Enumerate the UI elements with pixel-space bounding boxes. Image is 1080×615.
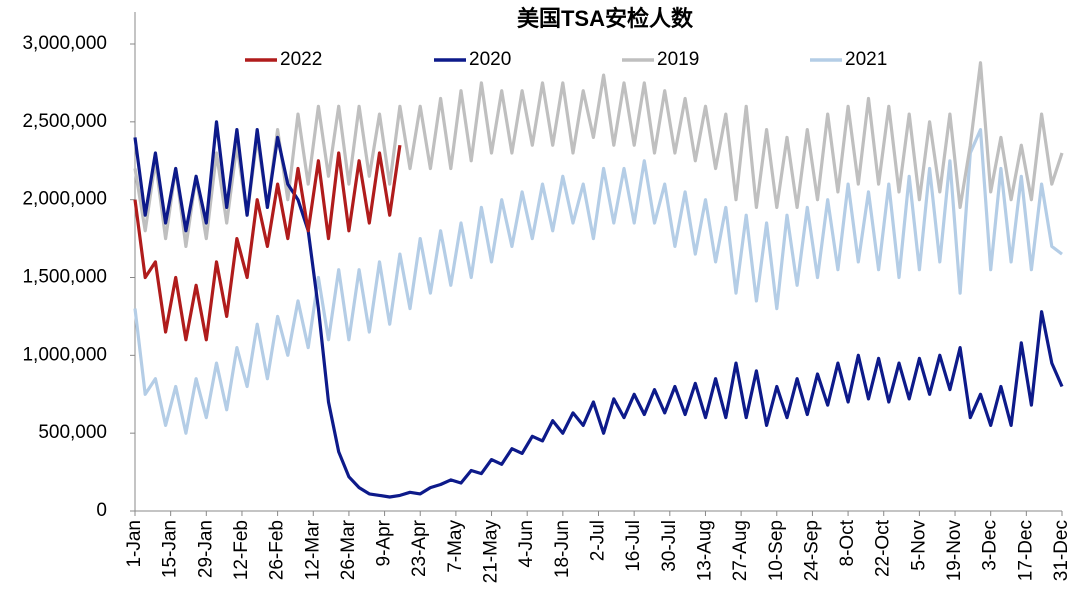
y-tick-label: 3,000,000 xyxy=(22,33,107,54)
x-tick-label: 10-Sep xyxy=(766,520,787,581)
y-tick-label: 500,000 xyxy=(38,422,107,443)
y-tick-label: 1,000,000 xyxy=(22,344,107,365)
legend-label: 2022 xyxy=(280,49,322,70)
x-tick-label: 24-Sep xyxy=(801,520,822,581)
x-tick-label: 8-Oct xyxy=(837,519,858,566)
legend-label: 2021 xyxy=(845,49,887,70)
legend-label: 2019 xyxy=(657,49,699,70)
x-tick-label: 12-Mar xyxy=(302,519,323,580)
x-tick-label: 18-Jun xyxy=(552,520,573,578)
x-tick-label: 3-Dec xyxy=(980,520,1001,571)
series-line xyxy=(133,120,1064,499)
legend-label: 2020 xyxy=(469,49,511,70)
x-tick-label: 2-Jul xyxy=(588,520,609,561)
y-tick-label: 2,500,000 xyxy=(22,111,107,132)
x-tick-label: 22-Oct xyxy=(873,519,894,577)
series-line xyxy=(133,144,402,342)
x-tick-label: 21-May xyxy=(481,520,502,584)
x-tick-label: 9-Apr xyxy=(374,519,395,566)
x-tick-label: 26-Feb xyxy=(267,520,288,580)
x-tick-label: 27-Aug xyxy=(730,520,751,581)
x-tick-label: 12-Feb xyxy=(231,520,252,580)
x-tick-label: 1-Jan xyxy=(124,520,145,568)
chart-title: 美国TSA安检人数 xyxy=(517,6,694,31)
x-tick-label: 4-Jun xyxy=(516,520,537,568)
x-tick-label: 13-Aug xyxy=(694,520,715,581)
y-tick-label: 2,000,000 xyxy=(22,189,107,210)
x-tick-label: 31-Dec xyxy=(1051,520,1072,581)
x-tick-label: 5-Nov xyxy=(908,520,929,571)
y-tick-label: 1,500,000 xyxy=(22,267,107,288)
y-tick-label: 0 xyxy=(96,500,107,521)
x-tick-label: 29-Jan xyxy=(195,520,216,578)
x-tick-label: 26-Mar xyxy=(338,519,359,580)
series-line xyxy=(133,128,1063,435)
x-tick-label: 23-Apr xyxy=(409,519,430,577)
x-tick-label: 30-Jul xyxy=(659,520,680,572)
x-tick-label: 16-Jul xyxy=(623,520,644,572)
x-tick-label: 7-May xyxy=(445,520,466,573)
x-tick-label: 15-Jan xyxy=(160,520,181,578)
x-tick-label: 19-Nov xyxy=(944,520,965,582)
x-tick-label: 17-Dec xyxy=(1015,520,1036,581)
